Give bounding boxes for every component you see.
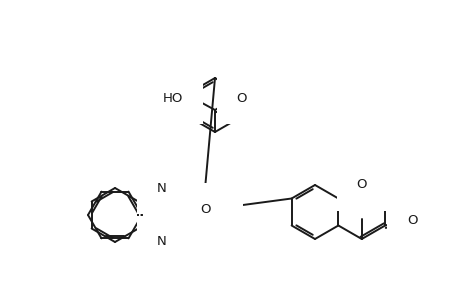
Text: N: N <box>157 236 166 248</box>
Text: NH: NH <box>203 214 222 227</box>
Text: O: O <box>356 178 366 191</box>
Text: O: O <box>200 203 210 216</box>
Text: O: O <box>236 92 247 104</box>
Text: O: O <box>406 214 416 227</box>
Text: N: N <box>157 182 166 194</box>
Text: HO: HO <box>162 92 183 104</box>
